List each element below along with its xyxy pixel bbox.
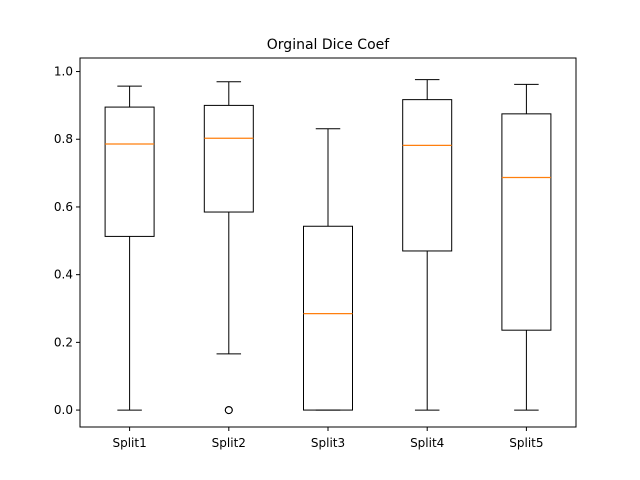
box-group-split3 (303, 128, 353, 411)
y-axis: 0.0 0.2 0.4 0.6 0.8 1.0 (54, 65, 80, 417)
box-group-split1 (104, 85, 155, 411)
iqr-box (501, 113, 552, 331)
x-tick-label: Split3 (311, 436, 345, 450)
x-tick-label: Split5 (509, 436, 543, 450)
y-tick-label: 0.0 (54, 403, 73, 417)
box-group-split2 (203, 81, 254, 415)
box-group-split5 (501, 83, 552, 411)
y-tick-label: 0.4 (54, 268, 73, 282)
y-tick-label: 0.8 (54, 132, 73, 146)
chart-title: Orginal Dice Coef (267, 37, 390, 53)
plot-marks (104, 79, 552, 415)
y-tick-label: 0.2 (54, 335, 73, 349)
iqr-box (104, 106, 155, 237)
iqr-box (402, 99, 453, 252)
outlier-point (224, 406, 233, 415)
y-tick-label: 1.0 (54, 65, 73, 79)
x-tick-label: Split2 (212, 436, 246, 450)
x-axis: Split1 Split2 Split3 Split4 Split5 (112, 427, 544, 450)
iqr-box (303, 225, 353, 411)
x-tick-label: Split4 (410, 436, 444, 450)
y-tick-label: 0.6 (54, 200, 73, 214)
box-group-split4 (402, 79, 453, 411)
x-tick-label: Split1 (112, 436, 146, 450)
iqr-box (203, 104, 254, 213)
